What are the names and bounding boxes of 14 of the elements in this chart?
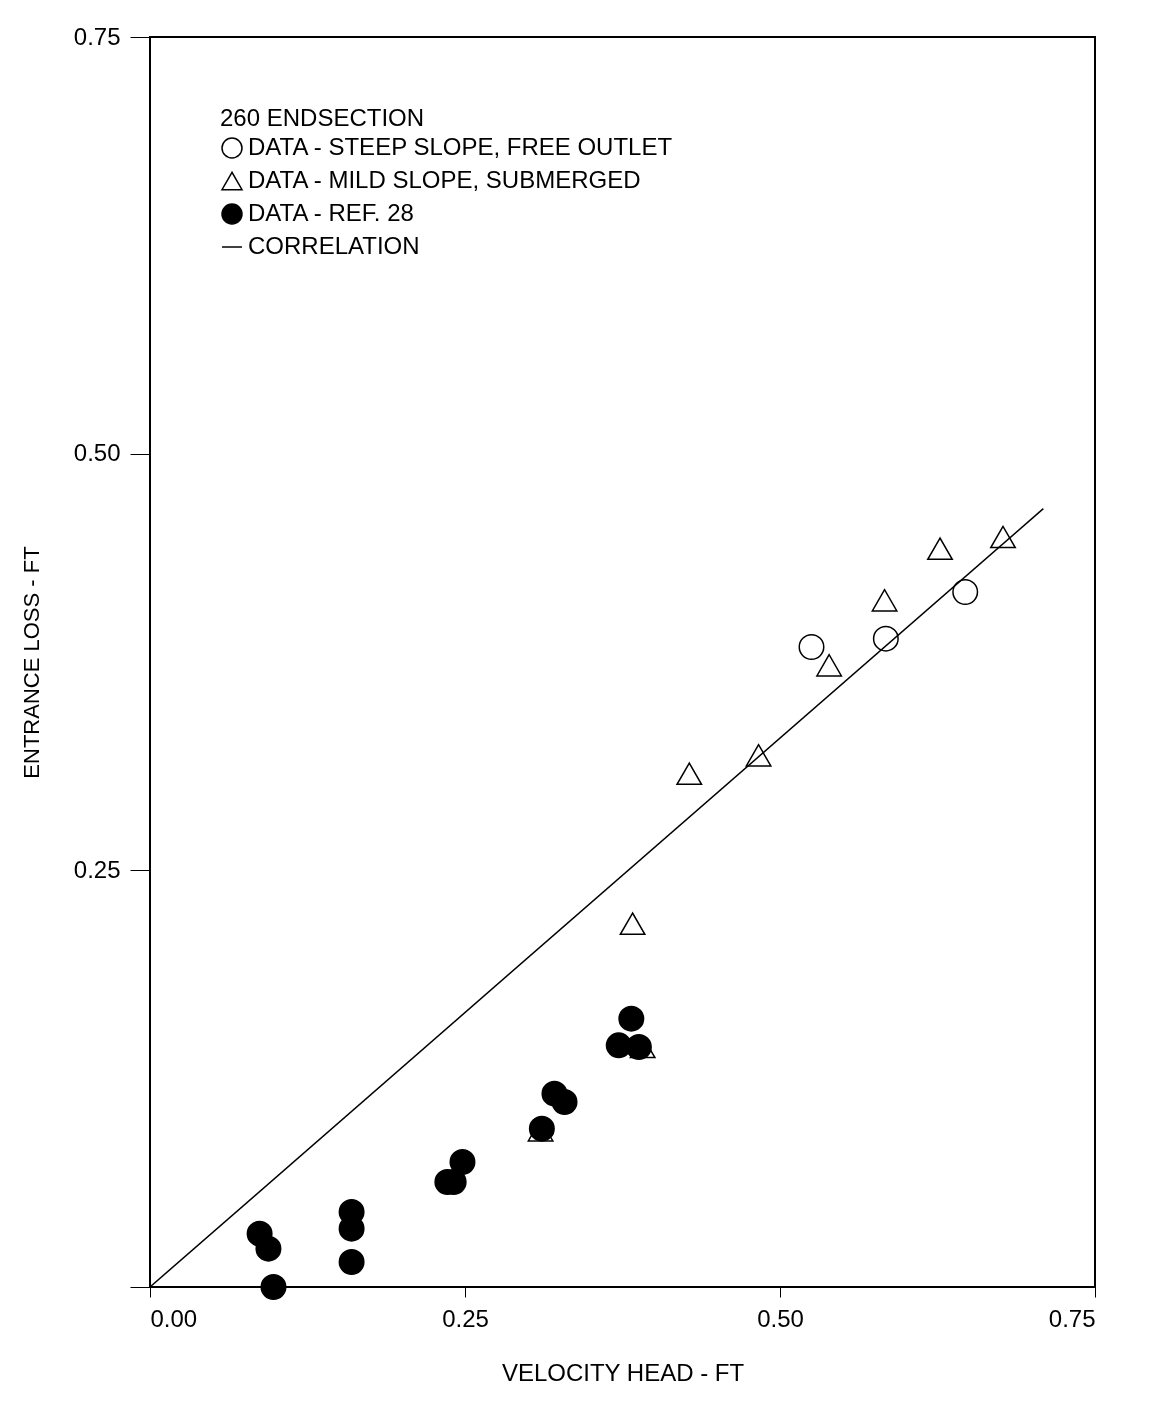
legend-label: CORRELATION — [248, 232, 420, 259]
y-tick-label: 0.75 — [73, 22, 121, 50]
y-tick-label: 0.50 — [73, 439, 121, 467]
x-tick-label: 0.75 — [1048, 1304, 1096, 1332]
x-axis-title: VELOCITY HEAD - FT — [501, 1358, 745, 1386]
y-axis-title: ENTRANCE LOSS - FT — [18, 546, 44, 779]
legend-label: DATA - STEEP SLOPE, FREE OUTLET — [248, 133, 673, 160]
legend-title: 260 ENDSECTION — [220, 104, 425, 131]
legend-label: DATA - MILD SLOPE, SUBMERGED — [248, 166, 641, 193]
x-tick-label: 0.25 — [442, 1304, 489, 1332]
y-tick-label: 0.25 — [73, 855, 121, 883]
x-tick-label: 0.50 — [757, 1304, 804, 1332]
x-tick-label: 0.00 — [150, 1304, 198, 1332]
legend-label: DATA - REF. 28 — [248, 199, 414, 226]
